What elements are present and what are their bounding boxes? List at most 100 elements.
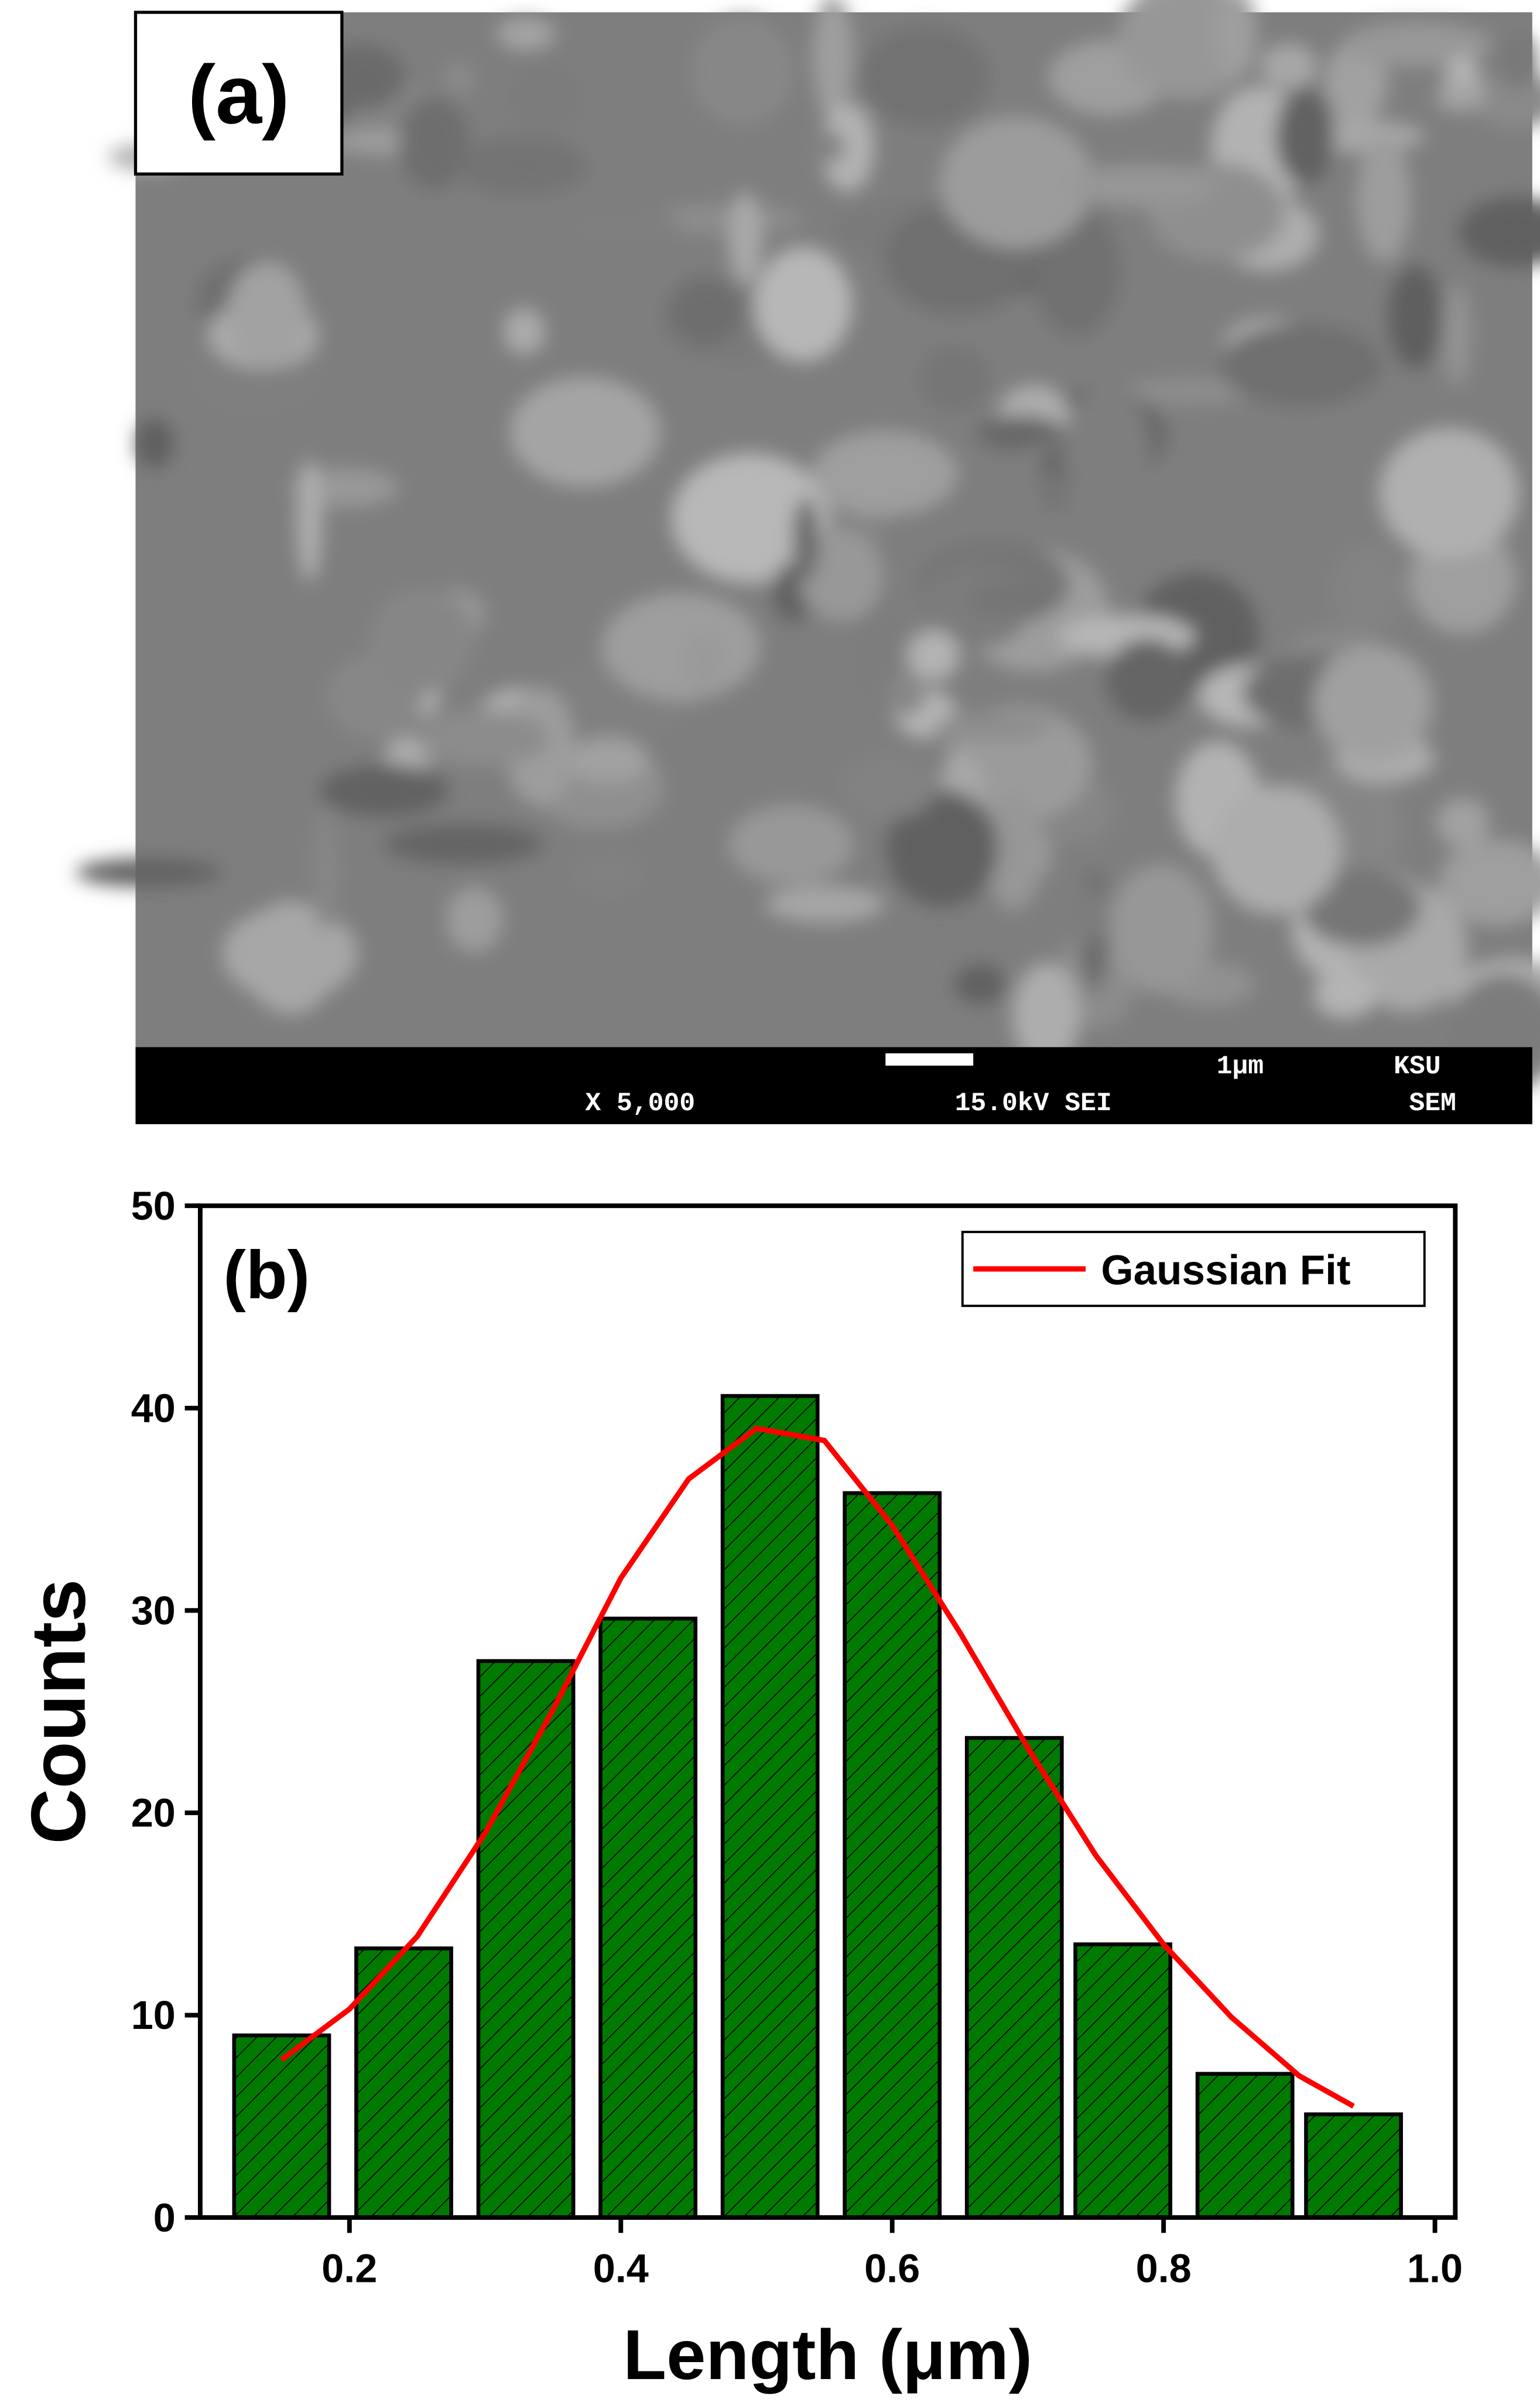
sem-grain	[820, 102, 875, 193]
x-tick-label: 0.4	[593, 2247, 649, 2291]
histogram: 0 10 20 30 40 50 0.2 0.4 0.6 0.8 1.0 (b) Length (μm)…	[15, 1184, 1463, 2394]
scale-label: 1μm	[1217, 1052, 1264, 1081]
mode: SEM	[1409, 1089, 1456, 1118]
sem-grain	[1379, 427, 1520, 559]
panel-label: (b)	[223, 1237, 310, 1313]
sem-grain	[297, 458, 322, 582]
y-tick-label: 50	[131, 1184, 176, 1228]
sem-grain	[652, 204, 803, 235]
sem-grain	[320, 765, 449, 817]
sem-info-bar	[135, 1047, 1532, 1124]
bar	[720, 1394, 820, 2220]
bar	[598, 1616, 697, 2220]
sem-grain	[917, 563, 1031, 649]
x-tick-label: 1.0	[1407, 2247, 1463, 2291]
bar	[843, 1491, 942, 2220]
sem-grain	[812, 430, 958, 516]
sem-grain	[754, 247, 852, 362]
sem-grain	[920, 345, 991, 413]
sem-grain	[503, 308, 545, 355]
bar	[476, 1659, 576, 2220]
lab-label: KSU	[1394, 1052, 1440, 1081]
y-axis-title: Counts	[15, 1579, 101, 1844]
sem-grain	[1439, 840, 1540, 926]
x-tick-label: 0.2	[321, 2247, 377, 2291]
y-tick-label: 40	[131, 1386, 176, 1430]
sem-grain	[456, 138, 587, 196]
sem-grain	[508, 61, 584, 134]
sem-grain	[939, 116, 1094, 249]
bar	[1304, 2112, 1403, 2220]
sem-grain	[1436, 82, 1486, 112]
sem-grain	[765, 885, 885, 923]
sem-grain	[443, 61, 474, 97]
sem-grain	[985, 788, 1043, 911]
sem-grain	[1067, 165, 1215, 207]
y-tick-label: 0	[153, 2196, 176, 2240]
sem-grain	[496, 17, 556, 50]
magnification: X 5,000	[585, 1089, 695, 1118]
sem-grain	[1062, 385, 1152, 517]
x-tick-label: 0.6	[864, 2247, 920, 2291]
sem-grain	[312, 807, 340, 932]
sem-grain	[887, 673, 926, 717]
sem-grain	[1313, 645, 1433, 761]
sem-grain	[954, 964, 1006, 1004]
sem-grain	[1332, 545, 1406, 637]
x-tick-label: 0.8	[1136, 2247, 1192, 2291]
sem-grain	[1458, 196, 1540, 268]
y-tick-label: 30	[131, 1589, 176, 1633]
sem-grain	[792, 498, 819, 581]
sem-grain	[1220, 323, 1382, 407]
sem-grain	[384, 823, 543, 865]
sem-grain	[1498, 32, 1537, 90]
sem-grain	[509, 377, 661, 488]
sem-grain	[840, 753, 937, 820]
bar	[964, 1736, 1064, 2220]
sem-grain	[446, 887, 504, 952]
sem-grain	[813, 0, 853, 118]
fit-line	[280, 1425, 1355, 2109]
sem-grain	[1106, 638, 1190, 723]
sem-grain	[573, 853, 644, 895]
bar	[1073, 1942, 1172, 2220]
sem-grain	[976, 415, 1065, 451]
sem-grain	[76, 858, 221, 888]
sem-grain	[1342, 22, 1492, 67]
sem-grain	[1436, 798, 1490, 848]
sem-grain	[1211, 785, 1341, 915]
bar	[232, 2033, 331, 2220]
sem-grain	[907, 630, 960, 681]
sem-grain	[971, 586, 1058, 614]
sem-grain	[369, 587, 474, 694]
bar	[1195, 2072, 1295, 2220]
sem-grain	[1276, 88, 1334, 185]
sem-grain	[810, 130, 845, 164]
sem-grain	[887, 790, 998, 907]
sem-texture	[76, 0, 1540, 1093]
sem-grain	[243, 901, 338, 1015]
sem-grain	[728, 191, 762, 285]
sem-grain	[1443, 283, 1471, 387]
sem-grain	[564, 207, 678, 246]
x-axis-title: Length (μm)	[623, 2315, 1032, 2394]
sem-grain	[417, 709, 550, 766]
sem-grain	[398, 97, 470, 190]
y-tick-label: 10	[131, 1993, 176, 2038]
y-tick-label: 20	[131, 1791, 176, 1836]
sem-grain	[858, 26, 990, 126]
sem-grain	[601, 593, 761, 701]
sem-grain	[1302, 868, 1421, 947]
sem-grain	[1313, 972, 1377, 1019]
sem-grain	[566, 737, 650, 783]
sem-grain	[1012, 963, 1080, 1068]
sem-grain	[227, 261, 308, 369]
sem-grain	[671, 453, 829, 583]
plot-frame	[197, 1203, 1458, 2220]
sem-grain	[690, 16, 794, 126]
sem-grain	[799, 529, 884, 622]
sem-grain	[136, 418, 174, 468]
sem-grain	[1388, 265, 1443, 369]
